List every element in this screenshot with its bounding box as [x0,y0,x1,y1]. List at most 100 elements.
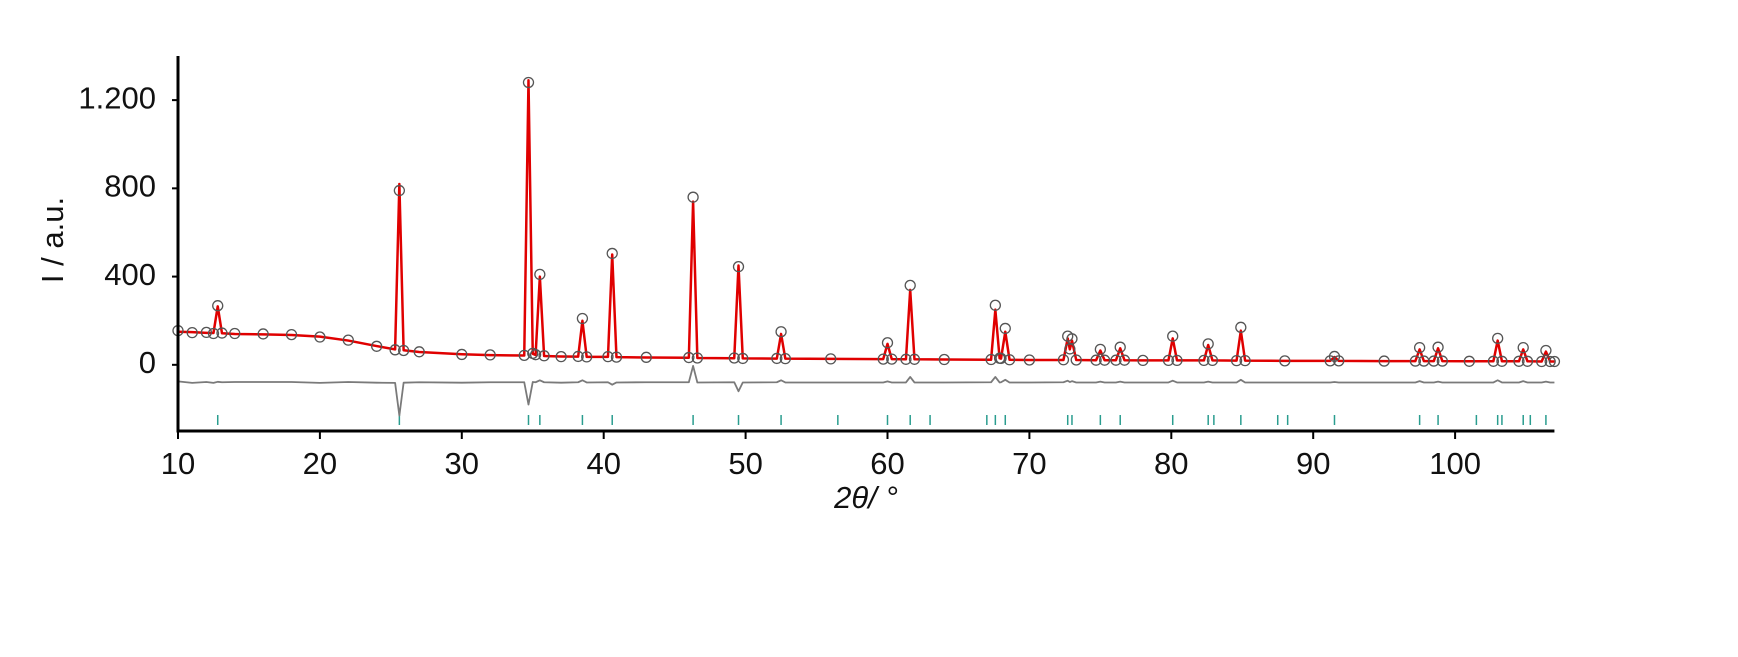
observed-point [1521,355,1534,367]
observed-point [825,353,837,365]
observed-point [1167,330,1179,342]
observed-point [728,352,740,364]
observed-point [602,351,614,363]
observed-point [1432,341,1444,353]
observed-point [538,350,550,362]
observed-point [581,351,593,363]
observed-point [212,300,224,312]
y-tick-label: 800 [104,169,156,204]
y-tick-label: 1.200 [78,80,156,115]
observed-point [216,327,228,339]
observed-point [1202,338,1214,350]
observed-point [229,327,241,340]
observed-point [691,352,704,364]
x-tick-label: 100 [1429,446,1481,481]
observed-point [1239,354,1251,367]
y-axis-label: I / a.u. [35,197,70,283]
y-tick-label: 0 [139,345,156,380]
x-tick-label: 10 [161,446,195,481]
observed-point [877,353,889,365]
observed-point [1023,354,1036,366]
observed-point [1137,354,1149,367]
observed-point [484,349,496,361]
observed-point [1118,354,1131,366]
observed-point [881,337,894,349]
observed-point [314,331,326,343]
observed-point [1487,355,1500,367]
observed-point [904,279,916,292]
x-tick-label: 70 [1012,446,1046,481]
x-tick-label: 50 [728,446,762,481]
observed-point [1090,354,1102,366]
observed-point [456,348,468,361]
observed-point [737,352,749,365]
observed-point [1206,354,1219,367]
observed-point [1409,355,1422,367]
observed-point [342,334,354,346]
observed-point [687,191,699,203]
observed-point [1057,354,1070,366]
observed-point [775,326,787,338]
x-tick-label: 60 [870,446,904,481]
observed-point [1517,341,1529,354]
x-tick-label: 30 [445,446,479,481]
observed-point [1492,332,1504,345]
observed-point [186,326,198,339]
observed-point [1098,354,1111,366]
observed-point [397,344,410,357]
observed-point [1496,355,1508,367]
observed-point [771,352,783,365]
observed-point [1333,355,1345,367]
observed-point [683,351,695,364]
observed-point [285,328,298,341]
x-tick-label: 90 [1296,446,1330,481]
observed-point [389,344,401,356]
observed-point [606,247,618,260]
observed-point [1513,355,1525,367]
observed-point [534,268,546,281]
observed-point [610,351,623,363]
observed-point [371,340,383,352]
observed-point [1114,341,1126,353]
observed-point [207,327,220,340]
observed-point [938,353,950,366]
x-axis-label: 2θ/ ° [833,480,898,515]
observed-point [1536,355,1548,368]
observed-point [1540,344,1552,357]
observed-point [555,351,567,363]
observed-point [257,328,269,340]
observed-point [1548,355,1561,368]
observed-point [900,353,912,365]
observed-point [413,346,425,358]
observed-point [1230,354,1243,367]
observed-point [640,351,652,363]
observed-point [1171,354,1183,367]
observed-point [732,261,745,273]
y-tick-label: 400 [104,257,156,292]
observed-point [1463,355,1475,367]
observed-point [779,352,791,365]
observed-point [1436,355,1448,367]
x-tick-label: 80 [1154,446,1188,481]
observed-point [529,349,542,361]
x-tick-label: 20 [303,446,337,481]
observed-point [1198,354,1210,367]
difference-line [177,365,1555,417]
observed-point [908,353,921,365]
observed-point [886,353,898,365]
observed-point [1235,321,1247,333]
observed-point [1544,355,1556,368]
observed-point [576,312,589,325]
observed-point [572,350,584,363]
observed-point [522,76,535,89]
observed-point [393,184,406,197]
calculated-line [177,79,1555,363]
observed-point [995,352,1007,365]
observed-point [518,349,530,361]
observed-point [1070,354,1082,366]
observed-point [1162,354,1175,367]
observed-point [1066,333,1078,345]
observed-point [989,299,1001,311]
